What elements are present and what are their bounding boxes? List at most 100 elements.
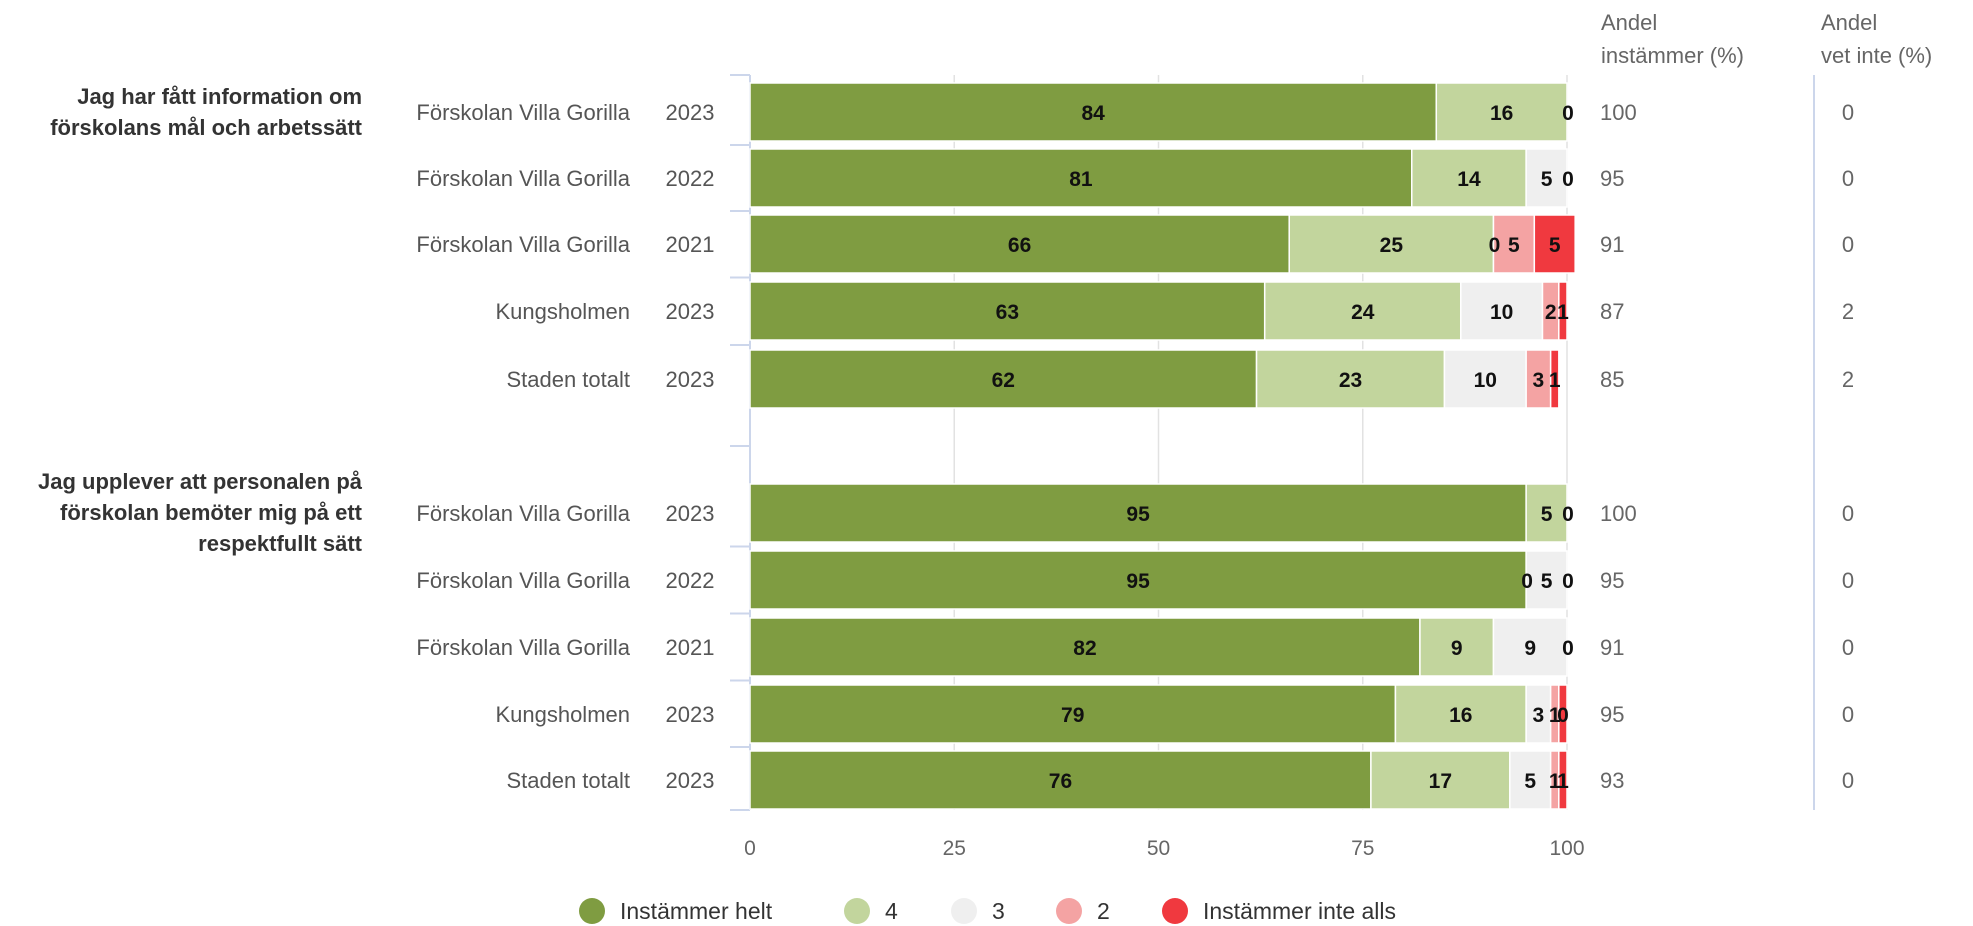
- unit-label: Kungsholmen: [495, 299, 630, 324]
- bar-segment[interactable]: [1255, 349, 1446, 409]
- bar-segment[interactable]: [1509, 750, 1552, 810]
- data-label: 0: [1562, 637, 1574, 660]
- data-label: 1: [1549, 369, 1561, 392]
- bar-segment[interactable]: [749, 750, 1372, 810]
- bar-segment[interactable]: [1525, 349, 1552, 409]
- bar-segment[interactable]: [749, 684, 1397, 744]
- data-label: 25: [1380, 234, 1404, 257]
- legend-swatch: [579, 898, 605, 924]
- data-label: 63: [996, 301, 1019, 324]
- unit-label: Förskolan Villa Gorilla: [416, 568, 630, 593]
- data-label: 9: [1451, 637, 1463, 660]
- bars: [749, 82, 1576, 810]
- data-label: 95: [1126, 503, 1150, 526]
- bar-segment[interactable]: [749, 349, 1258, 409]
- agree-value: 91: [1600, 635, 1624, 660]
- question-label: Jag upplever att personalen på: [38, 469, 363, 494]
- bar-segment[interactable]: [749, 214, 1290, 274]
- dontknow-column-header: vet inte (%): [1821, 43, 1932, 68]
- data-label: 16: [1449, 704, 1472, 727]
- unit-label: Förskolan Villa Gorilla: [416, 166, 630, 191]
- unit-label: Staden totalt: [506, 367, 630, 392]
- agree-value: 87: [1600, 299, 1624, 324]
- bar-segment[interactable]: [1492, 214, 1536, 274]
- bar-segment[interactable]: [1525, 684, 1552, 744]
- question-label: Jag har fått information om: [77, 84, 362, 109]
- dontknow-value: 0: [1842, 568, 1854, 593]
- bar-segment[interactable]: [749, 148, 1413, 208]
- legend-label: 4: [885, 898, 898, 924]
- dontknow-column-header: Andel: [1821, 10, 1877, 35]
- agree-value: 100: [1600, 501, 1637, 526]
- data-label: 5: [1541, 168, 1553, 191]
- data-label: 10: [1490, 301, 1513, 324]
- question-label: respektfullt sätt: [198, 531, 362, 556]
- data-label: 1: [1557, 770, 1569, 793]
- category-axis: [730, 74, 751, 811]
- legend-item[interactable]: 2: [1056, 898, 1110, 924]
- bar-segment[interactable]: [1558, 750, 1568, 810]
- bar-segment[interactable]: [1525, 483, 1568, 543]
- data-label: 5: [1508, 234, 1520, 257]
- unit-label: Förskolan Villa Gorilla: [416, 635, 630, 660]
- x-tick-label: 25: [943, 837, 966, 860]
- data-label: 0: [1557, 704, 1569, 727]
- data-label: 2: [1545, 301, 1557, 324]
- unit-label: Förskolan Villa Gorilla: [416, 100, 630, 125]
- year-label: 2021: [666, 635, 715, 660]
- data-label: 0: [1562, 102, 1574, 125]
- year-label: 2023: [666, 367, 715, 392]
- bar-segment[interactable]: [1533, 214, 1576, 274]
- bar-segment[interactable]: [749, 483, 1527, 543]
- unit-label: Förskolan Villa Gorilla: [416, 232, 630, 257]
- x-tick-label: 0: [744, 837, 756, 860]
- bar-segment[interactable]: [749, 82, 1438, 142]
- data-label: 5: [1549, 234, 1561, 257]
- unit-label: Förskolan Villa Gorilla: [416, 501, 630, 526]
- unit-label: Staden totalt: [506, 768, 630, 793]
- legend-swatch: [844, 898, 870, 924]
- bar-segment[interactable]: [1435, 82, 1568, 142]
- bar-segment[interactable]: [1288, 214, 1495, 274]
- x-tick-label: 100: [1549, 837, 1584, 860]
- bar-segment[interactable]: [1525, 550, 1568, 610]
- question-label: förskolans mål och arbetssätt: [50, 115, 362, 140]
- legend-item[interactable]: 4: [844, 898, 898, 924]
- bar-segment[interactable]: [1492, 617, 1568, 677]
- legend-swatch: [1056, 898, 1082, 924]
- dontknow-value: 0: [1842, 166, 1854, 191]
- unit-label: Kungsholmen: [495, 702, 630, 727]
- data-label: 66: [1008, 234, 1031, 257]
- data-label: 0: [1489, 234, 1501, 257]
- data-label: 17: [1429, 770, 1452, 793]
- dontknow-value: 0: [1842, 501, 1854, 526]
- legend-item[interactable]: Instämmer helt: [579, 898, 773, 924]
- data-label: 3: [1533, 704, 1545, 727]
- dontknow-value: 0: [1842, 100, 1854, 125]
- year-label: 2023: [666, 702, 715, 727]
- bar-segment[interactable]: [1558, 684, 1568, 744]
- bar-segment[interactable]: [1558, 281, 1568, 341]
- agree-value: 91: [1600, 232, 1624, 257]
- legend-item[interactable]: Instämmer inte alls: [1162, 898, 1396, 924]
- bar-segment[interactable]: [1443, 349, 1527, 409]
- year-label: 2021: [666, 232, 715, 257]
- agree-value: 93: [1600, 768, 1624, 793]
- legend-item[interactable]: 3: [951, 898, 1005, 924]
- bar-segment[interactable]: [1549, 349, 1560, 409]
- bar-segment[interactable]: [749, 550, 1527, 610]
- legend[interactable]: Instämmer helt 4 3 2 Instämmer inte alls: [579, 898, 1396, 924]
- data-label: 82: [1073, 637, 1096, 660]
- x-tick-label: 50: [1147, 837, 1170, 860]
- data-label: 14: [1457, 168, 1481, 191]
- bar-segment[interactable]: [1525, 148, 1568, 208]
- data-label: 9: [1524, 637, 1536, 660]
- data-label: 0: [1562, 168, 1574, 191]
- bar-segment[interactable]: [1394, 684, 1527, 744]
- bar-segment[interactable]: [1419, 617, 1495, 677]
- bar-segment[interactable]: [749, 281, 1266, 341]
- side-table: Andel instämmer (%) Andel vet inte (%) 100 0 9…: [1600, 10, 1932, 810]
- dontknow-value: 0: [1842, 635, 1854, 660]
- bar-segment[interactable]: [1263, 281, 1462, 341]
